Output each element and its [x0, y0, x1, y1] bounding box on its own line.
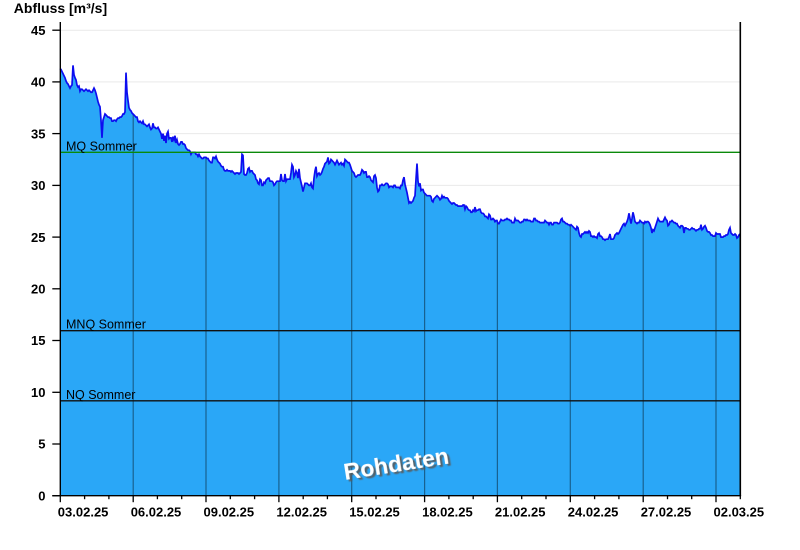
svg-text:18.02.25: 18.02.25 [422, 505, 473, 520]
svg-text:06.02.25: 06.02.25 [131, 505, 182, 520]
svg-text:02.03.25: 02.03.25 [714, 505, 765, 520]
svg-text:15.02.25: 15.02.25 [349, 505, 400, 520]
svg-text:21.02.25: 21.02.25 [495, 505, 546, 520]
svg-text:25: 25 [31, 230, 45, 245]
svg-text:10: 10 [31, 385, 45, 400]
svg-text:27.02.25: 27.02.25 [641, 505, 692, 520]
svg-text:MNQ Sommer: MNQ Sommer [66, 318, 146, 332]
svg-text:NQ Sommer: NQ Sommer [66, 388, 135, 402]
svg-text:12.02.25: 12.02.25 [276, 505, 327, 520]
svg-text:MQ Sommer: MQ Sommer [66, 139, 137, 153]
svg-text:20: 20 [31, 282, 45, 297]
svg-text:Abfluss [m³/s]: Abfluss [m³/s] [14, 0, 107, 16]
svg-text:09.02.25: 09.02.25 [204, 505, 255, 520]
svg-text:5: 5 [38, 437, 45, 452]
svg-text:45: 45 [31, 23, 45, 38]
svg-text:35: 35 [31, 126, 45, 141]
svg-text:15: 15 [31, 333, 45, 348]
svg-text:03.02.25: 03.02.25 [58, 505, 109, 520]
svg-text:24.02.25: 24.02.25 [568, 505, 619, 520]
svg-text:0: 0 [38, 488, 45, 503]
svg-text:30: 30 [31, 178, 45, 193]
svg-text:40: 40 [31, 75, 45, 90]
